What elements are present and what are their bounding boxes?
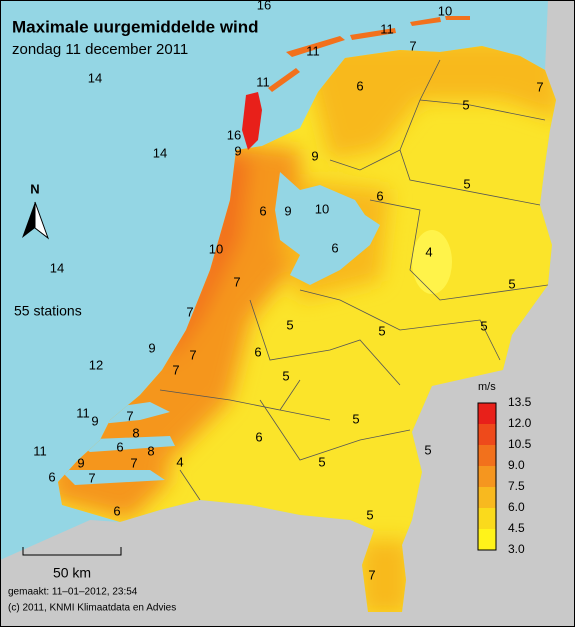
station-value: 7 [186, 304, 193, 319]
legend-label: 3.0 [508, 542, 525, 556]
station-value: 16 [227, 127, 241, 142]
legend-unit: m/s [478, 381, 496, 393]
station-value: 7 [126, 408, 133, 423]
station-value: 7 [88, 470, 95, 485]
station-value: 11 [380, 21, 394, 36]
map-title: Maximale uurgemiddelde wind [12, 17, 259, 36]
station-value: 5 [463, 176, 470, 191]
station-value: 5 [282, 368, 289, 383]
legend: 13.5 12.0 10.5 9.0 7.5 6.0 4.5 3.0 [477, 395, 532, 556]
station-value: 12 [89, 357, 103, 372]
station-value: 11 [33, 443, 47, 458]
legend-swatch [478, 508, 496, 529]
station-count: 55 stations [14, 303, 82, 319]
legend-swatch [478, 403, 496, 424]
station-value: 6 [254, 344, 261, 359]
station-value: 5 [318, 454, 325, 469]
legend-box [477, 402, 497, 551]
station-value: 9 [284, 203, 291, 218]
station-value: 10 [209, 241, 223, 256]
station-value: 4 [176, 454, 183, 469]
station-value: 8 [147, 443, 154, 458]
legend-label: 10.5 [508, 437, 532, 451]
station-value: 5 [462, 97, 469, 112]
texel [242, 92, 262, 150]
legend-swatch [478, 529, 496, 550]
station-value: 4 [425, 244, 432, 259]
station-value: 14 [153, 145, 167, 160]
station-value: 14 [50, 260, 64, 275]
station-value: 9 [77, 455, 84, 470]
station-value: 5 [352, 411, 359, 426]
station-value: 6 [48, 469, 55, 484]
station-value: 5 [378, 323, 385, 338]
station-value: 11 [306, 43, 320, 58]
station-value: 6 [259, 203, 266, 218]
station-value: 7 [409, 38, 416, 53]
station-value: 10 [438, 3, 452, 18]
station-value: 6 [116, 439, 123, 454]
station-value: 16 [257, 0, 271, 12]
legend-label: 6.0 [508, 500, 525, 514]
station-value: 9 [91, 413, 98, 428]
legend-swatch [478, 424, 496, 445]
footer-copyright: (c) 2011, KNMI Klimaatdata en Advies [8, 603, 176, 614]
station-value: 10 [315, 201, 329, 216]
station-value: 7 [189, 347, 196, 362]
station-value: 9 [148, 340, 155, 355]
station-value: 6 [331, 240, 338, 255]
legend-label: 9.0 [508, 458, 525, 472]
station-value: 5 [366, 507, 373, 522]
station-value: 6 [255, 429, 262, 444]
station-value: 11 [256, 74, 270, 89]
station-value: 9 [311, 148, 318, 163]
station-value: 7 [130, 455, 137, 470]
station-value: 8 [132, 425, 139, 440]
station-value: 9 [234, 143, 241, 158]
map-subtitle: zondag 11 december 2011 [12, 41, 188, 58]
station-value: 7 [368, 567, 375, 582]
station-value: 5 [286, 317, 293, 332]
station-value: 11 [76, 405, 90, 420]
legend-label: 4.5 [508, 521, 525, 535]
station-value: 7 [536, 79, 543, 94]
scale-label: 50 km [53, 565, 91, 581]
station-value: 6 [356, 78, 363, 93]
footer-made: gemaakt: 11–01–2012, 23:54 [8, 587, 138, 598]
legend-label: 7.5 [508, 479, 525, 493]
north-arrow: N [22, 181, 50, 240]
station-value: 7 [233, 274, 240, 289]
legend-label: 12.0 [508, 416, 532, 430]
station-value: 6 [113, 503, 120, 518]
station-value: 5 [480, 318, 487, 333]
legend-swatch [478, 487, 496, 508]
station-value: 5 [508, 276, 515, 291]
scale-bar: 50 km [22, 547, 122, 581]
legend-label: 13.5 [508, 395, 532, 409]
north-label: N [30, 181, 39, 196]
station-value: 7 [172, 362, 179, 377]
station-value: 6 [376, 188, 383, 203]
legend-swatch [478, 445, 496, 466]
station-value: 5 [424, 442, 431, 457]
station-value: 14 [88, 70, 102, 85]
legend-swatch [478, 466, 496, 487]
